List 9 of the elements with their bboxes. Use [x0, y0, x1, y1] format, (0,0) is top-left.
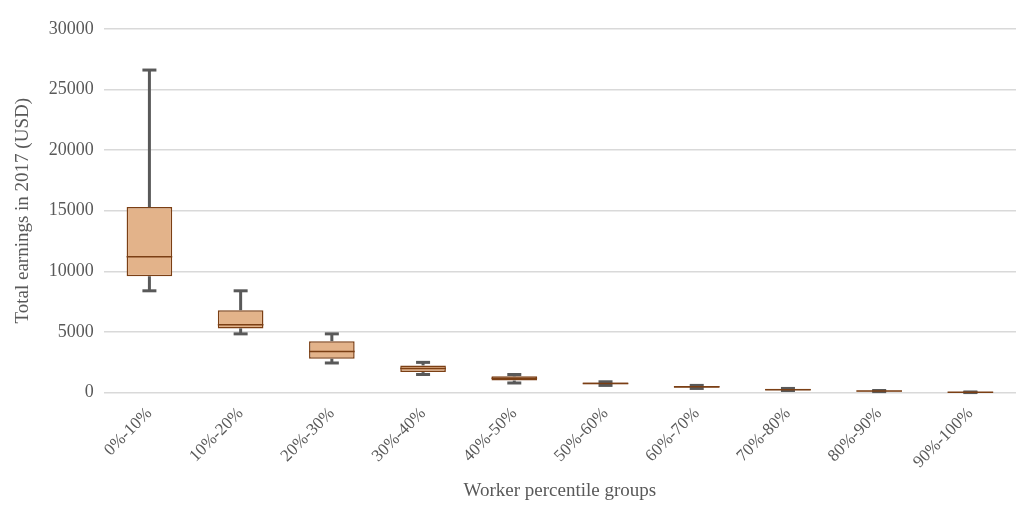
y-axis-title: Total earnings in 2017 (USD): [11, 97, 34, 324]
y-tick-label: 10000: [48, 260, 94, 281]
y-tick-label: 20000: [48, 138, 94, 159]
x-axis-title: Worker percentile groups: [463, 478, 657, 500]
y-tick-label: 5000: [57, 320, 94, 341]
y-tick-label: 25000: [48, 78, 94, 99]
y-tick-label: 30000: [48, 17, 94, 38]
y-tick-label: 0: [84, 381, 94, 402]
y-tick-label: 15000: [48, 199, 94, 220]
